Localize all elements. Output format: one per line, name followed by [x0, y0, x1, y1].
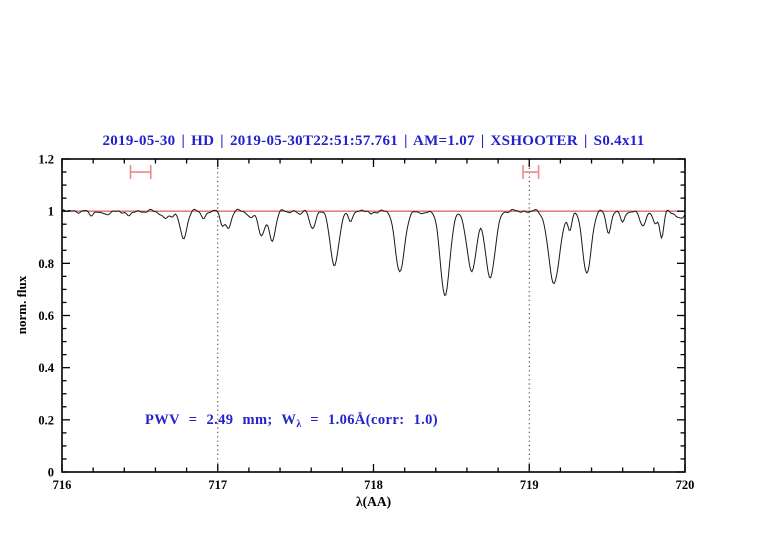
y-tick-label: 0.6	[38, 309, 54, 323]
x-tick-label: 720	[676, 478, 695, 492]
x-tick-label: 717	[208, 478, 227, 492]
plot-title: 2019-05-30 | HD | 2019-05-30T22:51:57.76…	[102, 133, 645, 149]
pwv-text-suffix: = 1.06Å(corr: 1.0)	[301, 412, 439, 428]
x-axis-label: λ(AA)	[355, 494, 392, 509]
band-range-marker	[522, 165, 540, 180]
x-tick-label: 716	[53, 478, 72, 492]
pwv-text-prefix: PWV = 2.49 mm; W	[145, 412, 297, 428]
band-range-marker	[129, 165, 152, 180]
y-tick-label: 1	[48, 205, 54, 219]
x-tick-label: 719	[520, 478, 539, 492]
y-tick-label: 0	[48, 466, 54, 480]
spectrum-line	[61, 208, 686, 296]
y-tick-label: 0.8	[38, 257, 54, 271]
y-tick-label: 0.2	[38, 413, 54, 427]
x-tick-label: 718	[364, 478, 383, 492]
y-tick-label: 1.2	[38, 153, 54, 167]
y-axis-label: norm. flux	[14, 275, 29, 335]
y-tick-label: 0.4	[38, 361, 54, 375]
pwv-annotation: PWV = 2.49 mm; Wλ = 1.06Å(corr: 1.0)	[145, 412, 438, 430]
pwv-lambda-subscript: λ	[296, 419, 302, 430]
